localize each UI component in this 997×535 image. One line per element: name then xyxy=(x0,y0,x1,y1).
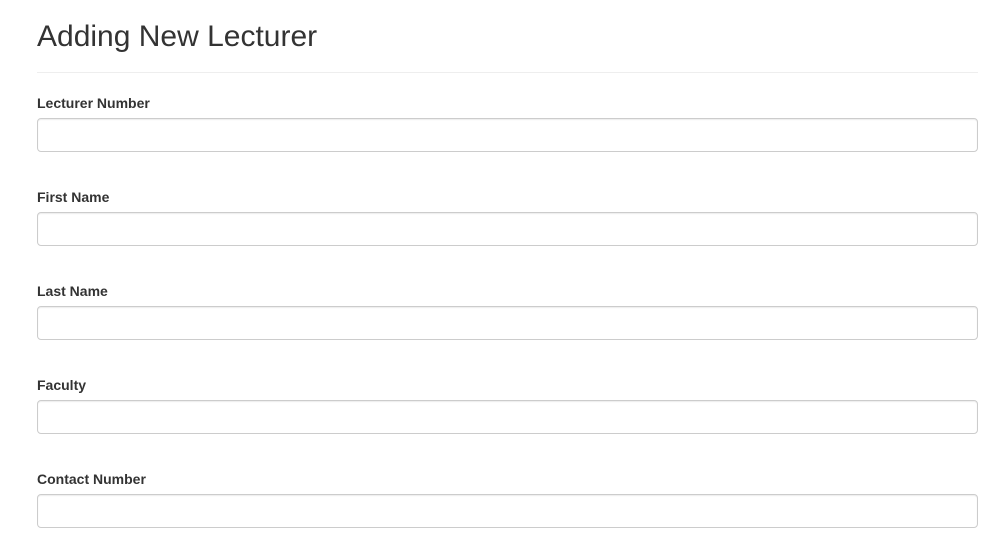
faculty-input[interactable] xyxy=(37,400,978,434)
contact-number-label: Contact Number xyxy=(37,471,146,487)
lecturer-number-label: Lecturer Number xyxy=(37,95,150,111)
last-name-group: Last Name xyxy=(37,281,978,340)
contact-number-input[interactable] xyxy=(37,494,978,528)
last-name-label: Last Name xyxy=(37,283,108,299)
faculty-group: Faculty xyxy=(37,375,978,434)
lecturer-number-input[interactable] xyxy=(37,118,978,152)
first-name-input[interactable] xyxy=(37,212,978,246)
lecturer-number-group: Lecturer Number xyxy=(37,93,978,152)
last-name-input[interactable] xyxy=(37,306,978,340)
contact-number-group: Contact Number xyxy=(37,469,978,528)
title-divider xyxy=(37,72,978,73)
page-title: Adding New Lecturer xyxy=(37,20,318,53)
first-name-group: First Name xyxy=(37,187,978,246)
first-name-label: First Name xyxy=(37,189,110,205)
faculty-label: Faculty xyxy=(37,377,87,393)
